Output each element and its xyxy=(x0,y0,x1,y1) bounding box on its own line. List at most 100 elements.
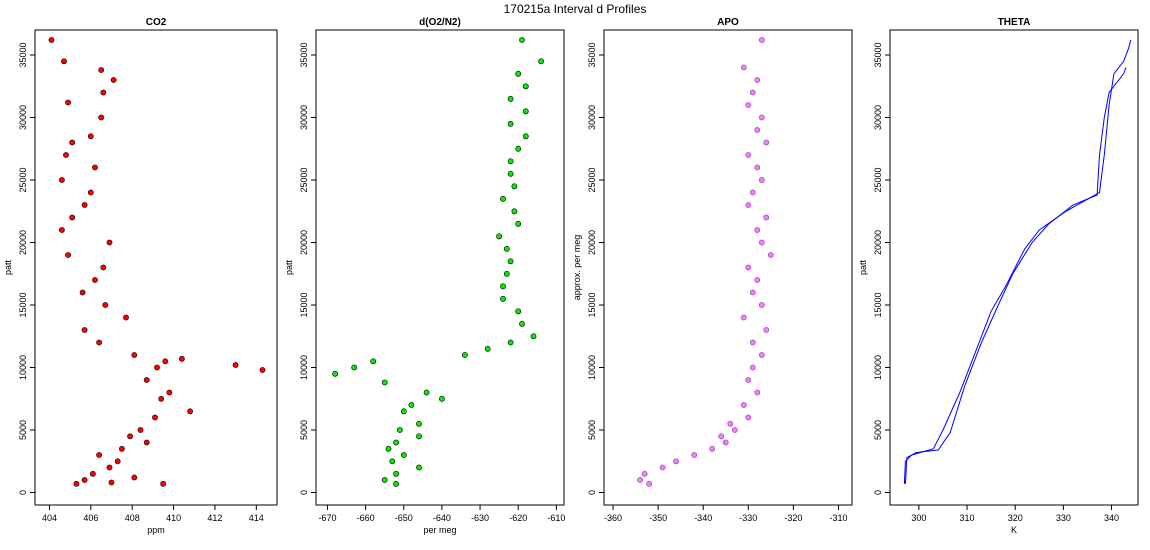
data-point xyxy=(81,477,88,483)
x-tick-label: -630 xyxy=(471,513,489,523)
data-point xyxy=(763,327,770,333)
data-point xyxy=(496,233,502,240)
data-point xyxy=(69,214,76,221)
data-point xyxy=(503,270,510,277)
data-point xyxy=(393,470,399,477)
data-point xyxy=(393,480,399,487)
data-point xyxy=(79,289,86,296)
x-tick-label: -360 xyxy=(604,513,622,523)
data-point xyxy=(745,377,752,383)
data-point xyxy=(484,345,491,352)
y-tick-label: 30000 xyxy=(587,105,597,130)
panel-3: APO -360 -350 -340 -330 -320 -310 0 5000 10000 150… xyxy=(572,17,853,523)
data-point xyxy=(515,70,522,77)
data-point xyxy=(718,433,725,440)
data-point xyxy=(763,139,770,146)
data-point xyxy=(102,302,109,308)
data-point xyxy=(381,379,388,386)
y-axis-title: patt xyxy=(3,259,13,275)
data-point xyxy=(758,352,765,358)
data-point xyxy=(754,77,761,83)
y-axis-title: patt xyxy=(284,259,294,275)
data-point xyxy=(758,302,765,308)
data-point xyxy=(106,464,113,471)
y-tick-label: 10000 xyxy=(873,355,883,380)
data-point xyxy=(500,283,506,290)
data-point xyxy=(187,408,193,415)
data-point xyxy=(131,352,138,358)
data-point xyxy=(131,474,138,481)
y-tick-label: 35000 xyxy=(299,42,309,67)
data-point xyxy=(511,208,518,215)
data-point xyxy=(522,133,529,140)
x-tick-label: 404 xyxy=(42,513,57,523)
y-tick-label: 10000 xyxy=(299,355,309,380)
data-point xyxy=(73,480,80,487)
data-point xyxy=(69,139,76,146)
data-point xyxy=(522,83,529,90)
data-point xyxy=(727,420,734,427)
data-point xyxy=(351,364,358,371)
data-point xyxy=(110,77,117,83)
panel-title: CO2 xyxy=(146,17,167,28)
data-point xyxy=(158,395,165,402)
data-point xyxy=(749,364,756,371)
y-tick-label: 5000 xyxy=(587,420,597,440)
data-point xyxy=(515,220,522,227)
data-point xyxy=(754,389,761,396)
data-point xyxy=(92,164,98,171)
plot-frame xyxy=(315,29,565,506)
data-point xyxy=(106,239,113,246)
data-point xyxy=(416,433,422,440)
x-tick-label: -340 xyxy=(694,513,712,523)
data-point xyxy=(385,445,392,452)
data-point xyxy=(119,445,125,452)
data-point xyxy=(259,367,266,373)
y-tick-label: 20000 xyxy=(18,230,28,255)
x-tick-label: 410 xyxy=(166,513,181,523)
data-point xyxy=(754,164,761,171)
data-point xyxy=(65,252,71,258)
data-point xyxy=(507,95,514,102)
data-point xyxy=(754,277,761,283)
data-point xyxy=(143,377,150,383)
plot-frame xyxy=(34,29,278,506)
data-point xyxy=(114,458,121,465)
data-point xyxy=(530,333,537,340)
y-axis-title: patt xyxy=(858,259,868,275)
y-tick-label: 10000 xyxy=(587,355,597,380)
x-tick-label: 300 xyxy=(911,513,926,523)
plot-frame xyxy=(603,29,853,506)
data-point xyxy=(87,133,94,140)
data-point xyxy=(745,264,752,271)
x-tick-label: 406 xyxy=(83,513,98,523)
data-point xyxy=(749,89,756,96)
data-point xyxy=(691,452,698,458)
data-point xyxy=(673,458,679,465)
y-tick-label: 0 xyxy=(587,490,597,495)
data-point xyxy=(641,470,648,477)
panels-container: CO2 404 406 408 410 412 414 0 5000 10000 15000 2000… xyxy=(3,17,1139,535)
data-point xyxy=(98,67,105,73)
y-tick-label: 0 xyxy=(299,490,309,495)
y-tick-label: 20000 xyxy=(873,230,883,255)
y-tick-label: 35000 xyxy=(587,42,597,67)
x-tick-label: 330 xyxy=(1056,513,1071,523)
data-point xyxy=(767,252,774,258)
data-point xyxy=(416,420,422,427)
data-point xyxy=(519,320,525,327)
x-tick-label: -310 xyxy=(829,513,847,523)
data-point xyxy=(745,152,752,158)
x-tick-label: 412 xyxy=(207,513,222,523)
data-point xyxy=(749,339,756,346)
data-point xyxy=(48,37,55,43)
y-tick-label: 15000 xyxy=(18,292,28,317)
data-point xyxy=(731,427,738,433)
data-point xyxy=(423,389,430,396)
y-tick-label: 25000 xyxy=(299,167,309,192)
data-point xyxy=(178,355,185,362)
y-tick-label: 30000 xyxy=(299,105,309,130)
x-tick-label: 340 xyxy=(1104,513,1119,523)
data-point xyxy=(745,102,752,108)
